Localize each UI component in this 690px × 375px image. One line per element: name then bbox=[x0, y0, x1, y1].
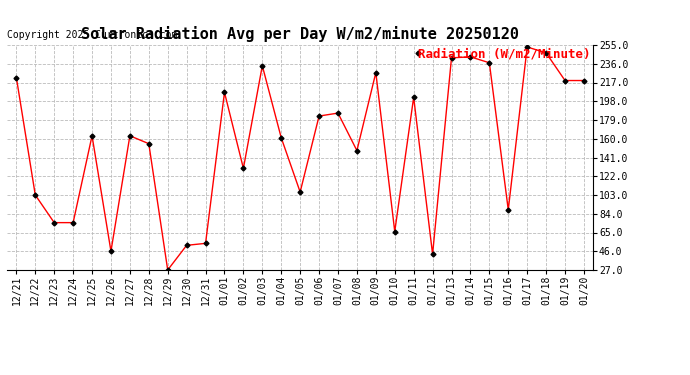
Radiation (W/m2/Minute) bbox=[504, 207, 513, 212]
Legend: Radiation (W/m2/Minute): Radiation (W/m2/Minute) bbox=[418, 48, 591, 60]
Radiation (W/m2/Minute) bbox=[447, 56, 455, 60]
Radiation (W/m2/Minute) bbox=[201, 241, 210, 246]
Radiation (W/m2/Minute) bbox=[277, 135, 286, 140]
Radiation (W/m2/Minute) bbox=[334, 111, 342, 116]
Radiation (W/m2/Minute) bbox=[50, 220, 59, 225]
Radiation (W/m2/Minute) bbox=[485, 60, 493, 65]
Radiation (W/m2/Minute) bbox=[428, 252, 437, 257]
Radiation (W/m2/Minute) bbox=[410, 95, 418, 99]
Radiation (W/m2/Minute) bbox=[126, 134, 134, 138]
Radiation (W/m2/Minute) bbox=[12, 75, 21, 80]
Line: Radiation (W/m2/Minute): Radiation (W/m2/Minute) bbox=[14, 45, 586, 272]
Radiation (W/m2/Minute) bbox=[391, 229, 399, 234]
Radiation (W/m2/Minute) bbox=[580, 78, 588, 83]
Radiation (W/m2/Minute) bbox=[466, 55, 475, 59]
Radiation (W/m2/Minute) bbox=[315, 114, 323, 118]
Radiation (W/m2/Minute) bbox=[88, 134, 96, 138]
Radiation (W/m2/Minute) bbox=[542, 51, 550, 55]
Radiation (W/m2/Minute) bbox=[182, 243, 190, 248]
Radiation (W/m2/Minute) bbox=[69, 220, 77, 225]
Radiation (W/m2/Minute) bbox=[258, 63, 266, 68]
Radiation (W/m2/Minute) bbox=[239, 166, 248, 171]
Radiation (W/m2/Minute) bbox=[220, 90, 228, 94]
Radiation (W/m2/Minute) bbox=[523, 45, 531, 49]
Radiation (W/m2/Minute) bbox=[561, 78, 569, 83]
Radiation (W/m2/Minute) bbox=[296, 190, 304, 194]
Radiation (W/m2/Minute) bbox=[145, 141, 153, 146]
Title: Solar Radiation Avg per Day W/m2/minute 20250120: Solar Radiation Avg per Day W/m2/minute … bbox=[81, 27, 519, 42]
Radiation (W/m2/Minute) bbox=[372, 70, 380, 75]
Radiation (W/m2/Minute) bbox=[164, 268, 172, 272]
Text: Copyright 2025 Curtronics.com: Copyright 2025 Curtronics.com bbox=[7, 30, 177, 40]
Radiation (W/m2/Minute) bbox=[353, 148, 361, 153]
Radiation (W/m2/Minute) bbox=[107, 249, 115, 254]
Radiation (W/m2/Minute) bbox=[31, 193, 39, 197]
